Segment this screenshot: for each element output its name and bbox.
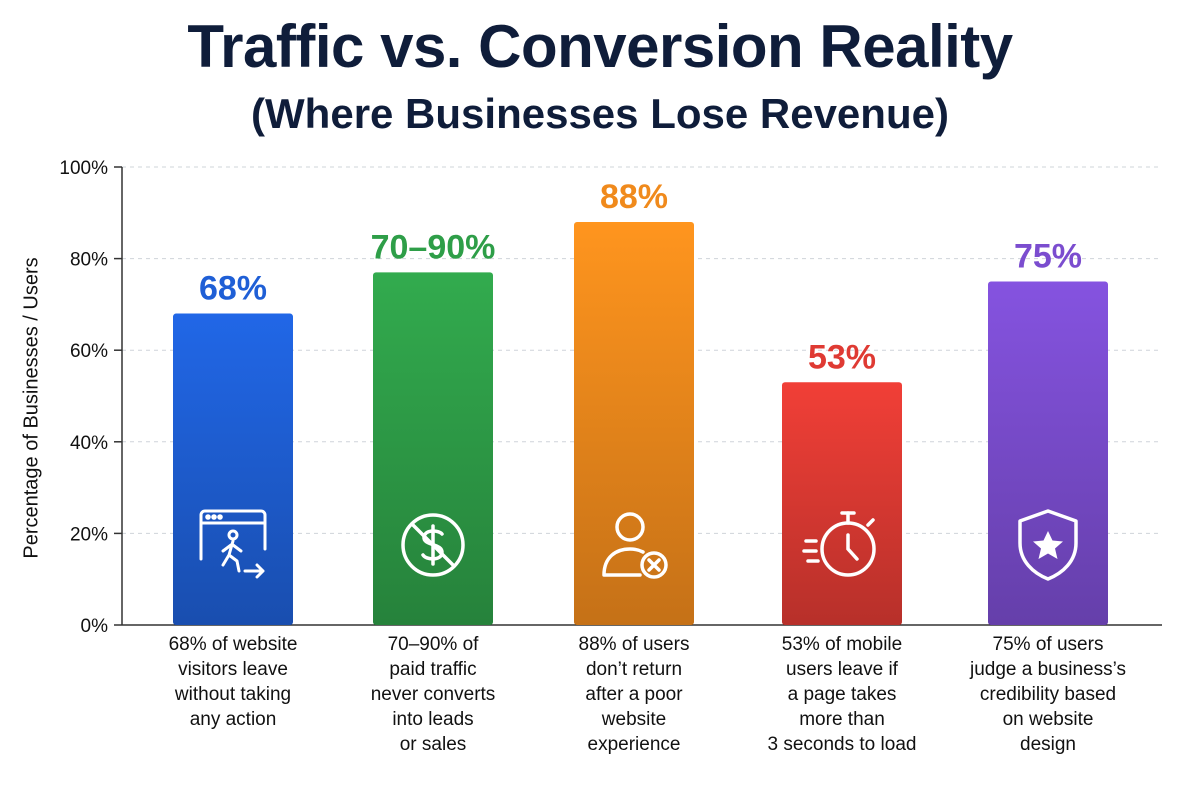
x-category-label-line: credibility based <box>979 684 1117 705</box>
chart-subtitle: (Where Businesses Lose Revenue) <box>251 90 949 137</box>
walking-exit-icon <box>193 505 273 585</box>
y-tick-label: 20% <box>70 524 108 545</box>
x-category-label-line: 3 seconds to load <box>767 734 917 755</box>
x-category-label-line: 68% of website <box>168 634 298 655</box>
bar <box>782 382 902 625</box>
x-category-label-line: 70–90% of <box>387 634 479 655</box>
x-category-label-line: any action <box>189 709 277 730</box>
y-tick-label: 100% <box>59 158 108 179</box>
data-label: 75% <box>1014 238 1082 276</box>
user-remove-icon <box>594 505 674 585</box>
x-category-label-line: paid traffic <box>389 659 477 680</box>
bar <box>574 221 694 625</box>
no-dollar-icon <box>393 505 473 585</box>
shield-star-icon <box>1008 505 1088 585</box>
data-label: 70–90% <box>371 228 496 266</box>
x-category-label-line: into leads <box>392 709 474 730</box>
x-category-label-line: never converts <box>370 684 496 705</box>
x-category-label-line: without taking <box>174 684 292 705</box>
y-tick-label: 60% <box>70 341 108 362</box>
x-category-label-line: design <box>1020 734 1076 755</box>
bar <box>988 281 1108 625</box>
data-label: 53% <box>808 338 876 376</box>
bar <box>173 313 293 625</box>
x-category-label: 88% of users don’t return after a poor webs… <box>544 632 724 757</box>
y-tick-label: 40% <box>70 433 108 454</box>
x-category-label-line: more than <box>799 709 885 730</box>
x-category-label-line: 88% of users <box>578 634 690 655</box>
x-category-label-line: 75% of users <box>992 634 1104 655</box>
data-label: 88% <box>600 178 668 216</box>
x-category-label-line: after a poor <box>585 684 683 705</box>
x-category-label-line: website <box>601 709 667 730</box>
x-category-label-line: users leave if <box>786 659 898 680</box>
x-category-label: 68% of website visitors leave without taki… <box>143 632 323 732</box>
x-category-label: 70–90% of paid traffic never converts into … <box>343 632 523 757</box>
data-label: 68% <box>199 270 267 308</box>
x-category-label-line: a page takes <box>787 684 897 705</box>
x-category-label-line: or sales <box>399 734 467 755</box>
chart-title: Traffic vs. Conversion Reality <box>187 13 1013 80</box>
stopwatch-icon <box>802 505 882 585</box>
x-category-label: 53% of mobile users leave if a page takes m… <box>752 632 932 757</box>
y-tick-label: 80% <box>70 250 108 271</box>
x-category-label-line: 53% of mobile <box>781 634 903 655</box>
x-category-label-line: experience <box>587 734 681 755</box>
x-category-label-line: on website <box>1002 709 1094 730</box>
x-category-label-line: don’t return <box>585 659 683 680</box>
x-category-label-line: visitors leave <box>178 659 288 680</box>
x-category-label: 75% of users judge a business’s credibilit… <box>958 632 1138 757</box>
x-category-label-line: judge a business’s <box>970 659 1126 680</box>
y-tick-label: 0% <box>81 616 109 637</box>
